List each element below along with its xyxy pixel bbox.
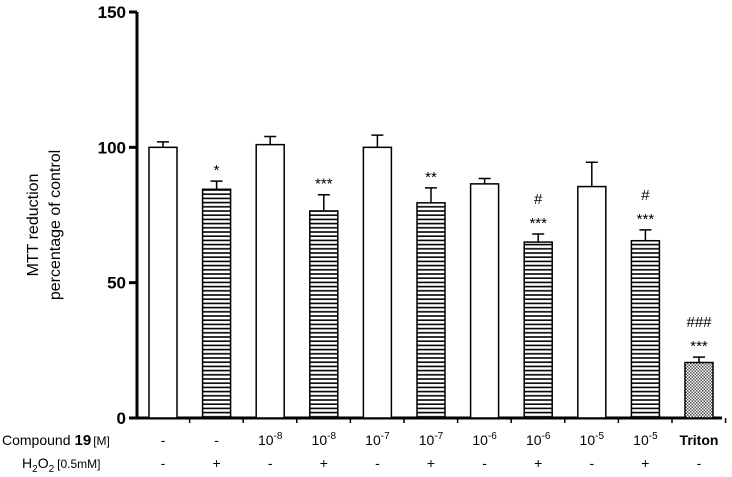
category-exponent: -8 xyxy=(327,431,336,442)
x-tick-label: 10-6 xyxy=(472,431,497,448)
h2o2-label: + xyxy=(320,455,328,471)
y-tick-label: 100 xyxy=(98,138,126,157)
category: 10 xyxy=(258,432,274,448)
bar xyxy=(148,146,178,419)
category-exponent: -7 xyxy=(381,431,390,442)
bar xyxy=(469,183,500,419)
significance-label: *** xyxy=(529,215,547,232)
bar xyxy=(630,239,661,419)
category: - xyxy=(161,432,166,448)
row-label-part: [M] xyxy=(93,434,110,448)
error-bar xyxy=(532,233,545,243)
category: - xyxy=(214,432,219,448)
x-tick-label: 10-5 xyxy=(633,431,658,448)
y-tick-label: 50 xyxy=(107,274,126,293)
h2o2-label: + xyxy=(641,455,649,471)
category: 10 xyxy=(472,432,488,448)
x-tick-label: - xyxy=(161,432,166,448)
bar xyxy=(255,143,285,419)
error-bar xyxy=(639,229,652,241)
row-label-part: 19 xyxy=(75,432,92,449)
significance-label: *** xyxy=(637,211,655,228)
error-bar xyxy=(264,135,277,145)
row-label: H2O2 [0.5mM] xyxy=(22,455,100,475)
row-label-part: [0.5mM] xyxy=(57,457,100,471)
x-tick-label: 10-6 xyxy=(526,431,551,448)
row-label: Compound 19 [M] xyxy=(2,432,110,449)
bar xyxy=(523,241,553,419)
x-tick-label: 10-8 xyxy=(258,431,283,448)
bar xyxy=(362,146,393,419)
category: Triton xyxy=(680,432,719,448)
category: 10 xyxy=(633,432,649,448)
row-label-part: H xyxy=(22,455,32,471)
h2o2-label: - xyxy=(161,455,166,471)
row-label-part: Compound xyxy=(2,432,71,448)
x-tick-label: Triton xyxy=(680,432,719,448)
row-label-part: 2 xyxy=(32,464,38,475)
category: 10 xyxy=(365,432,381,448)
bar xyxy=(416,202,446,419)
h2o2-label: - xyxy=(482,455,487,471)
category-exponent: -5 xyxy=(649,431,658,442)
h2o2-label: + xyxy=(534,455,542,471)
error-bar xyxy=(157,141,169,148)
category-exponent: -5 xyxy=(595,431,604,442)
h2o2-label: + xyxy=(213,455,221,471)
h2o2-label: - xyxy=(268,455,273,471)
error-bar xyxy=(478,177,491,184)
x-tick-label: - xyxy=(214,432,219,448)
hash-label: # xyxy=(641,187,650,204)
category: 10 xyxy=(580,432,596,448)
error-bar xyxy=(425,187,437,203)
x-tick-label: 10-7 xyxy=(365,431,390,448)
y-axis-label: MTT reduction xyxy=(25,174,42,277)
significance-label: ** xyxy=(425,169,437,186)
bar xyxy=(684,361,714,419)
category: 10 xyxy=(312,432,328,448)
category: 10 xyxy=(526,432,542,448)
error-bar xyxy=(585,161,598,187)
error-bar xyxy=(210,180,223,190)
x-tick-label: 10-8 xyxy=(312,431,337,448)
y-tick-label: 0 xyxy=(117,409,126,428)
error-bar xyxy=(317,193,330,211)
x-tick-label: 10-5 xyxy=(580,431,605,448)
h2o2-label: - xyxy=(375,455,380,471)
x-tick-label: 10-7 xyxy=(419,431,444,448)
row-label-part: O xyxy=(38,455,49,471)
bar xyxy=(201,188,232,419)
error-bar xyxy=(371,134,384,148)
error-bar xyxy=(693,356,705,363)
significance-label: * xyxy=(214,162,220,179)
bar xyxy=(309,210,339,419)
row-label-part: 2 xyxy=(49,464,55,475)
hash-label: ### xyxy=(686,314,712,331)
category-exponent: -6 xyxy=(488,431,497,442)
h2o2-label: - xyxy=(589,455,594,471)
bar xyxy=(577,185,607,419)
y-tick-label: 150 xyxy=(98,3,126,22)
category-exponent: -7 xyxy=(434,431,443,442)
h2o2-label: + xyxy=(427,455,435,471)
category-exponent: -8 xyxy=(274,431,283,442)
significance-label: *** xyxy=(315,176,333,193)
significance-label: *** xyxy=(690,338,708,355)
category-exponent: -6 xyxy=(542,431,551,442)
hash-label: # xyxy=(534,191,543,208)
y-axis-label: percentage of control xyxy=(47,150,64,300)
category: 10 xyxy=(419,432,435,448)
h2o2-label: - xyxy=(697,455,702,471)
